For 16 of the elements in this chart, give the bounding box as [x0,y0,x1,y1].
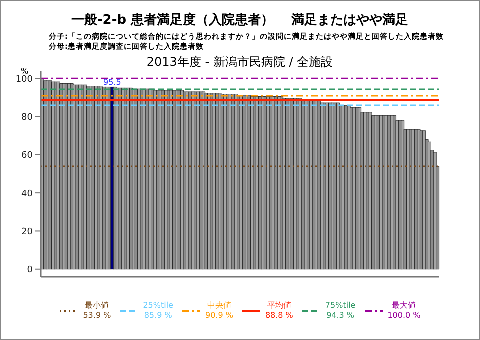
y-tick-label: 40 [22,189,34,200]
legend-label: 平均値 88.8 % [265,301,294,321]
legend-label: 25%tile 85.9 % [143,301,174,321]
y-tick-label: 0 [27,266,34,276]
legend-label: 最小値 53.9 % [83,301,112,321]
y-axis-title: % [21,67,29,76]
legend-label: 最大値 100.0 % [388,301,421,321]
y-tick-label: 80 [22,112,34,123]
chart-subtitle: 2013年度 - 新潟市民病院 / 全施設 [146,55,334,69]
data-label: 95.5 [104,78,122,88]
y-tick-label: 100 [16,74,34,85]
legend-label: 中央値 90.9 % [205,301,234,321]
y-tick-label: 20 [22,227,34,238]
legend-label: 75%tile 94.3 % [325,301,356,321]
y-tick-label: 60 [22,151,34,162]
chart-title: 一般-2-b 患者満足度（入院患者） 満足またはやや満足 [70,12,410,29]
